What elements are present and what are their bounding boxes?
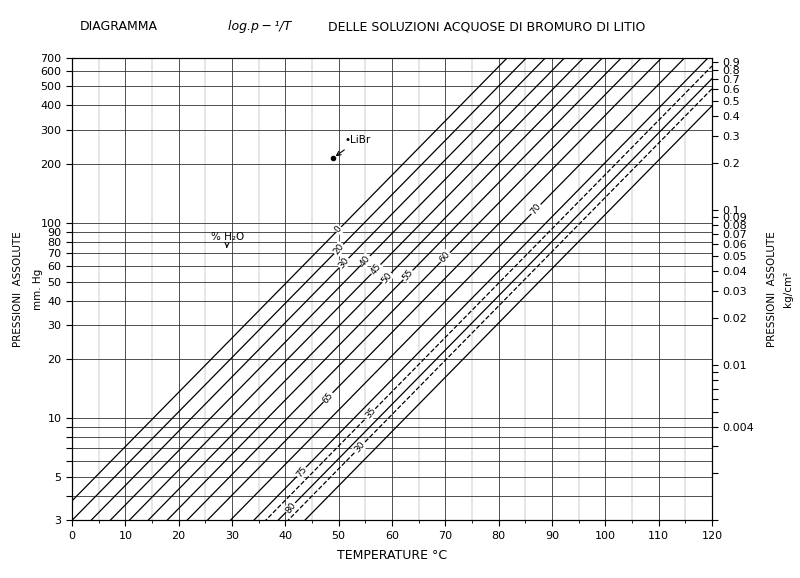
Text: DELLE SOLUZIONI ACQUOSE DI BROMURO DI LITIO: DELLE SOLUZIONI ACQUOSE DI BROMURO DI LI… <box>328 20 646 33</box>
Text: 40: 40 <box>358 253 372 268</box>
Text: •LiBr: •LiBr <box>337 135 370 155</box>
Text: PRESSIONI  ASSOLUTE: PRESSIONI ASSOLUTE <box>13 231 22 347</box>
Text: DIAGRAMMA: DIAGRAMMA <box>80 20 158 33</box>
Text: 70: 70 <box>529 202 543 216</box>
Text: 20: 20 <box>332 242 346 256</box>
Text: 35: 35 <box>363 406 378 421</box>
Text: kg/cm²: kg/cm² <box>783 271 793 307</box>
Text: % H₂O: % H₂O <box>210 232 244 247</box>
Text: PRESSIONI  ASSOLUTE: PRESSIONI ASSOLUTE <box>767 231 777 347</box>
Text: 75: 75 <box>294 465 309 479</box>
Text: 30: 30 <box>353 440 367 454</box>
Text: 65: 65 <box>321 390 335 405</box>
Text: 80: 80 <box>283 500 298 515</box>
Text: 30: 30 <box>337 255 351 270</box>
Text: 55: 55 <box>401 268 415 283</box>
Text: 45: 45 <box>369 262 383 276</box>
Text: mm. Hg: mm. Hg <box>34 268 43 310</box>
X-axis label: TEMPERATURE °C: TEMPERATURE °C <box>337 549 447 562</box>
Text: 50: 50 <box>379 270 394 285</box>
Text: 60: 60 <box>438 250 453 265</box>
Text: log.p − ¹/T: log.p − ¹/T <box>228 20 291 33</box>
Text: 0: 0 <box>334 224 344 235</box>
